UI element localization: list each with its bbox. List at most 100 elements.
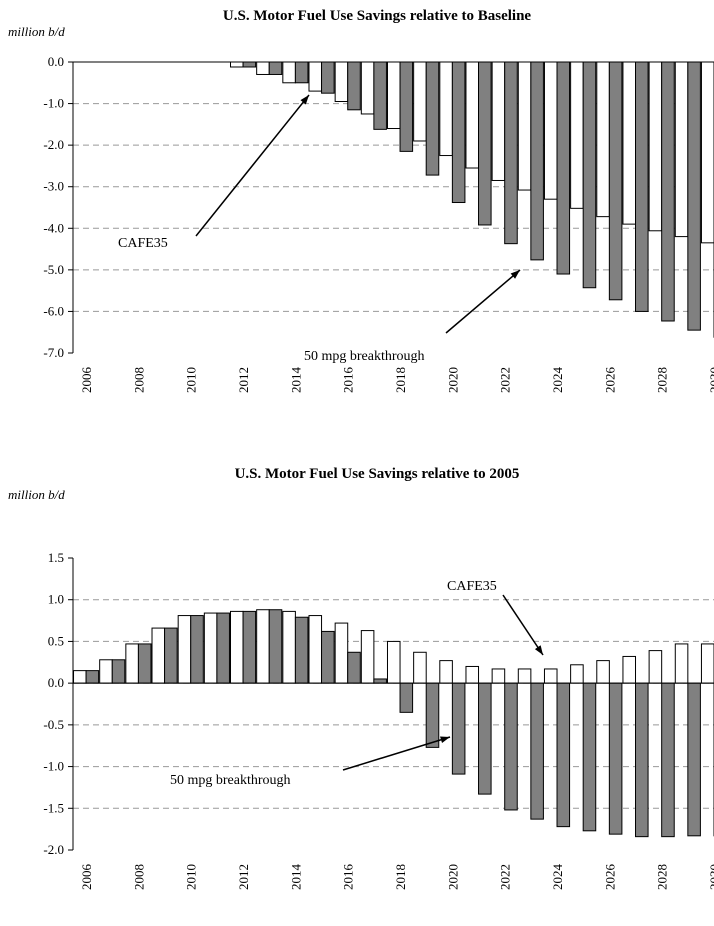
bar-50mpg: [451, 682, 466, 775]
x-tick-label: 2028: [655, 367, 670, 393]
bar-50mpg: [321, 630, 335, 684]
bar-50mpg: [190, 615, 204, 684]
x-tick-label: 2020: [445, 864, 460, 890]
x-tick-label: 2010: [184, 367, 199, 393]
bar-50mpg: [242, 610, 257, 684]
bar-cafe35: [360, 61, 375, 115]
bar-50mpg: [504, 61, 518, 245]
bar-50mpg: [608, 61, 623, 301]
bar-cafe35: [543, 668, 558, 684]
x-tick-label: 2024: [550, 367, 565, 394]
bar-cafe35: [99, 659, 113, 684]
y-tick-label: 0.0: [48, 54, 64, 69]
bar-cafe35: [386, 61, 401, 130]
y-tick-label: 0.5: [48, 633, 64, 648]
bar-cafe35: [230, 610, 244, 684]
bar-cafe35: [517, 61, 532, 191]
x-tick-label: 2006: [79, 367, 94, 394]
bar-cafe35: [203, 612, 218, 684]
bar-50mpg: [661, 61, 675, 322]
bar-50mpg: [504, 682, 518, 811]
x-tick-label: 2016: [341, 864, 356, 891]
x-tick-label: 2008: [131, 367, 146, 393]
y-tick-label: 1.0: [48, 592, 64, 607]
chart-baseline: U.S. Motor Fuel Use Savings relative to …: [0, 0, 714, 450]
bar-cafe35: [570, 61, 584, 209]
y-tick-label: -0.5: [43, 717, 64, 732]
bar-cafe35: [491, 668, 506, 684]
bar-50mpg: [451, 61, 466, 204]
bar-50mpg: [556, 682, 571, 828]
bar-cafe35: [413, 61, 427, 142]
bar-50mpg: [687, 61, 701, 331]
x-tick-label: 2020: [445, 367, 460, 393]
bar-cafe35: [386, 640, 401, 684]
bar-50mpg: [530, 61, 544, 261]
bar-50mpg: [347, 651, 361, 684]
bar-cafe35: [700, 61, 714, 244]
bar-cafe35: [517, 668, 532, 684]
bar-cafe35: [622, 61, 637, 225]
annotation-arrow: [502, 594, 544, 656]
y-tick-label: -4.0: [43, 220, 64, 235]
bar-cafe35: [413, 651, 427, 684]
y-tick-label: -6.0: [43, 303, 64, 318]
x-tick-label: 2030: [707, 367, 714, 393]
x-tick-label: 2014: [288, 864, 303, 891]
bar-50mpg: [478, 682, 492, 795]
x-tick-label: 2022: [498, 864, 513, 890]
bar-cafe35: [73, 670, 87, 684]
y-tick-label: -2.0: [43, 842, 64, 857]
bar-cafe35: [543, 61, 558, 200]
annotation-cafe35: CAFE35: [118, 236, 168, 251]
bar-50mpg: [530, 682, 544, 820]
bar-cafe35: [674, 61, 689, 238]
annotation-arrow: [445, 269, 521, 334]
bar-cafe35: [282, 61, 296, 84]
bar-cafe35: [570, 664, 584, 684]
bar-cafe35: [622, 655, 637, 684]
bar-cafe35: [256, 61, 270, 75]
x-tick-label: 2016: [341, 367, 356, 394]
bar-50mpg: [111, 659, 126, 684]
x-tick-label: 2022: [498, 367, 513, 393]
y-tick-label: -1.0: [43, 96, 64, 111]
x-tick-label: 2024: [550, 864, 565, 891]
bar-50mpg: [268, 609, 283, 684]
bar-50mpg: [321, 61, 335, 94]
bar-50mpg: [294, 61, 309, 84]
x-tick-label: 2018: [393, 864, 408, 890]
bar-50mpg: [373, 61, 387, 130]
y-tick-label: -2.0: [43, 137, 64, 152]
bar-cafe35: [596, 660, 610, 684]
bar-cafe35: [177, 615, 192, 684]
bar-50mpg: [137, 643, 152, 684]
bar-cafe35: [596, 61, 610, 218]
bar-cafe35: [465, 665, 480, 684]
bar-cafe35: [439, 660, 453, 684]
bar-50mpg: [242, 61, 257, 68]
chart-relative-2005: U.S. Motor Fuel Use Savings relative to …: [0, 460, 714, 926]
bar-50mpg: [268, 61, 283, 75]
y-tick-label: -3.0: [43, 179, 64, 194]
x-tick-label: 2012: [236, 864, 251, 890]
bar-cafe35: [465, 61, 480, 169]
annotation-50mpg: 50 mpg breakthrough: [304, 349, 425, 364]
chart-title: U.S. Motor Fuel Use Savings relative to …: [234, 466, 520, 482]
bar-cafe35: [282, 610, 296, 684]
bar-cafe35: [334, 622, 349, 684]
x-tick-label: 2008: [131, 864, 146, 890]
chart-title: U.S. Motor Fuel Use Savings relative to …: [222, 8, 532, 24]
x-tick-label: 2030: [707, 864, 714, 890]
bar-50mpg: [556, 61, 571, 275]
annotation-50mpg: 50 mpg breakthrough: [170, 773, 291, 788]
bar-50mpg: [661, 682, 675, 838]
x-tick-label: 2026: [602, 367, 617, 394]
bar-cafe35: [151, 627, 166, 684]
bar-cafe35: [125, 643, 139, 684]
bar-cafe35: [334, 61, 349, 102]
bar-cafe35: [308, 61, 323, 92]
bar-50mpg: [635, 61, 649, 312]
bar-cafe35: [308, 615, 323, 684]
bar-50mpg: [164, 627, 178, 684]
